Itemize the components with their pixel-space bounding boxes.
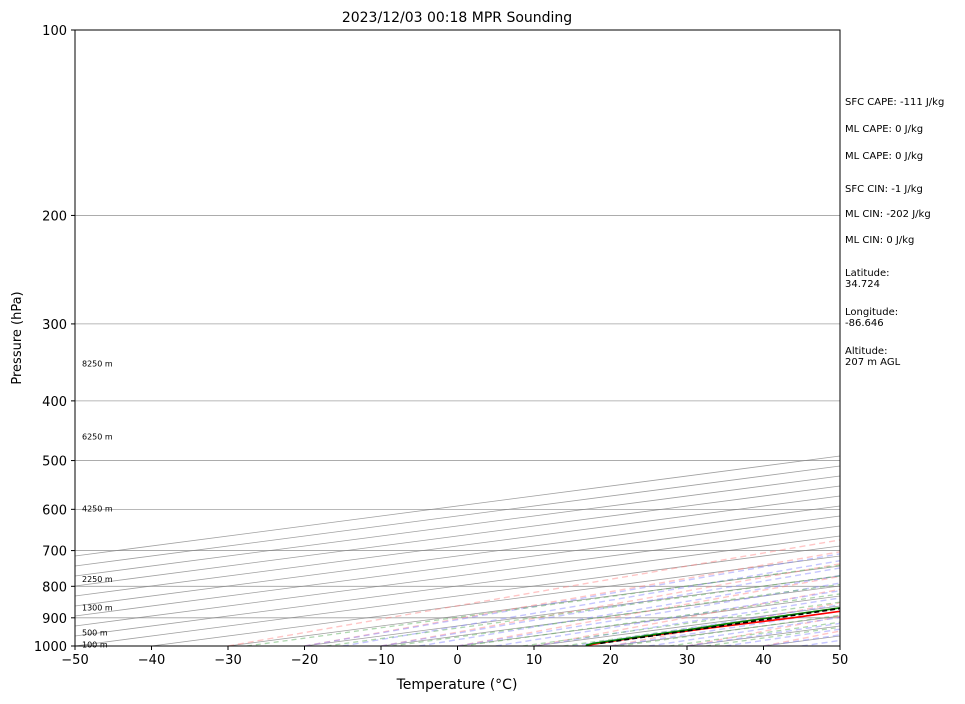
y-tick-label: 600 [42,503,67,518]
parcel-point [600,643,601,644]
parcel-point [777,617,778,618]
isotherm-line [0,30,965,646]
x-tick-label: 10 [526,653,543,668]
background-lines [0,30,965,646]
chart-title: 2023/12/03 00:18 MPR Sounding [342,10,572,26]
temperature-point [792,617,793,618]
sounding-parameters: SFC CAPE: -111 J/kg ML CAPE: 0 J/kg ML CAP… [845,0,965,700]
dewpoint-point [586,645,587,646]
x-tick-label: −50 [61,653,88,668]
sounding-parameter: SFC CAPE: -111 J/kg [845,97,944,108]
sounding-parameter: Latitude: 34.724 [845,268,890,290]
isotherm-line [0,30,965,646]
isotherm-line [0,30,965,646]
sounding-parameter: ML CIN: 0 J/kg [845,235,914,246]
x-tick-label: −40 [138,653,165,668]
x-tick-label: 40 [755,653,772,668]
sounding-parameter: ML CIN: -202 J/kg [845,209,931,220]
isotherm-line [152,30,965,646]
dewpoint-point [622,639,623,640]
isotherm-line [0,30,965,646]
sounding-parameter: SFC CIN: -1 J/kg [845,184,923,195]
isotherm-line [0,30,965,646]
sounding-parameter: Altitude: 207 m AGL [845,346,900,368]
height-label: 8250 m [82,360,113,369]
x-tick-label: −10 [367,653,394,668]
x-tick-label: −30 [214,653,241,668]
y-tick-label: 300 [42,318,67,333]
height-labels: 8250 m 6250 m 4250 m 2250 m 1300 m 500 m 100 m [82,360,113,650]
dewpoint-point [727,623,728,624]
height-label: 1300 m [82,604,113,613]
height-label: 4250 m [82,504,113,513]
y-tick-label: 800 [42,580,67,595]
x-tick-label: −20 [291,653,318,668]
y-axis-ticks: 100 200 300 400 500 600 700 800 900 1000 [34,24,75,655]
y-tick-label: 900 [42,612,67,627]
y-tick-label: 1000 [34,640,67,655]
y-tick-label: 500 [42,455,67,470]
dewpoint-point [593,643,594,644]
isotherm-line [0,30,965,646]
x-axis-label: Temperature (°C) [396,677,518,693]
y-tick-label: 200 [42,209,67,224]
y-tick-label: 100 [42,24,67,39]
height-label: 6250 m [82,433,113,442]
plot-frame [75,30,840,646]
sounding-parameter: ML CAPE: 0 J/kg [845,124,923,135]
height-label: 500 m [82,629,108,638]
y-tick-label: 700 [42,545,67,560]
x-tick-label: 20 [602,653,619,668]
height-label: 2250 m [82,575,113,584]
y-tick-label: 400 [42,395,67,410]
height-label: 100 m [82,641,108,650]
sounding-parameter: ML CAPE: 0 J/kg [845,151,923,162]
isotherm-line [0,30,965,646]
y-axis-label: Pressure (hPa) [10,291,25,384]
isotherm-line [0,30,965,646]
x-tick-label: 30 [679,653,696,668]
isotherm-line [0,30,965,646]
parcel-point [677,632,678,633]
sounding-parameter: Longitude: -86.646 [845,307,898,329]
x-tick-label: 0 [453,653,461,668]
